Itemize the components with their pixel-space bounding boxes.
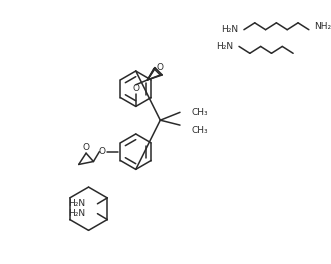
- Text: H₂N: H₂N: [216, 42, 233, 51]
- Text: O: O: [82, 143, 90, 152]
- Text: O: O: [156, 63, 163, 72]
- Text: O: O: [132, 84, 139, 93]
- Text: NH₂: NH₂: [314, 22, 331, 31]
- Text: CH₃: CH₃: [192, 126, 209, 135]
- Text: CH₃: CH₃: [192, 108, 209, 117]
- Text: H₂N: H₂N: [69, 199, 86, 208]
- Text: O: O: [99, 147, 106, 156]
- Text: H₂N: H₂N: [221, 25, 239, 34]
- Text: H₂N: H₂N: [69, 209, 86, 218]
